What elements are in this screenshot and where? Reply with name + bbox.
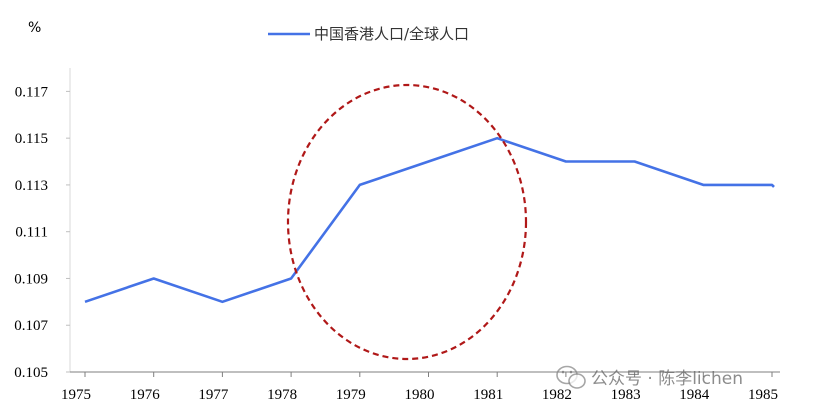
y-tick-label: 0.111 bbox=[15, 225, 48, 241]
y-tick-label: 0.105 bbox=[14, 365, 48, 381]
y-tick-label: 0.117 bbox=[15, 84, 49, 100]
y-unit-label: % bbox=[28, 20, 41, 36]
x-tick-label: 1980 bbox=[405, 387, 435, 403]
y-tick-label: 0.113 bbox=[15, 178, 48, 194]
x-tick-label: 1981 bbox=[473, 387, 503, 403]
x-tick-labels: 1975 1976 1977 1978 1979 1980 1981 1982 1983 1984… bbox=[61, 372, 778, 403]
y-tick-label: 0.115 bbox=[15, 131, 48, 147]
x-tick-label: 1976 bbox=[130, 387, 161, 403]
x-tick-label: 1977 bbox=[198, 387, 229, 403]
series-line bbox=[84, 136, 775, 304]
y-tick-label: 0.107 bbox=[14, 318, 48, 334]
x-tick-label: 1984 bbox=[679, 387, 710, 403]
highlight-ellipse bbox=[286, 83, 528, 361]
x-tick-label: 1975 bbox=[61, 387, 91, 403]
y-tick-labels: 0.105 0.107 0.109 0.111 0.113 0.115 0.117 bbox=[14, 84, 70, 381]
x-tick-label: 1983 bbox=[611, 387, 641, 403]
x-tick-label: 1982 bbox=[542, 387, 572, 403]
legend: 中国香港人口/全球人口 bbox=[268, 25, 469, 43]
wechat-icon bbox=[556, 365, 586, 389]
watermark-text: 公众号 · 陈李lichen bbox=[591, 369, 743, 389]
series bbox=[84, 136, 775, 304]
legend-label: 中国香港人口/全球人口 bbox=[314, 25, 469, 43]
x-tick-label: 1979 bbox=[336, 387, 366, 403]
x-tick-label: 1978 bbox=[267, 387, 297, 403]
x-tick-label: 1985 bbox=[748, 387, 778, 403]
y-tick-label: 0.109 bbox=[14, 271, 48, 287]
watermark: 公众号 · 陈李lichen bbox=[556, 365, 743, 389]
